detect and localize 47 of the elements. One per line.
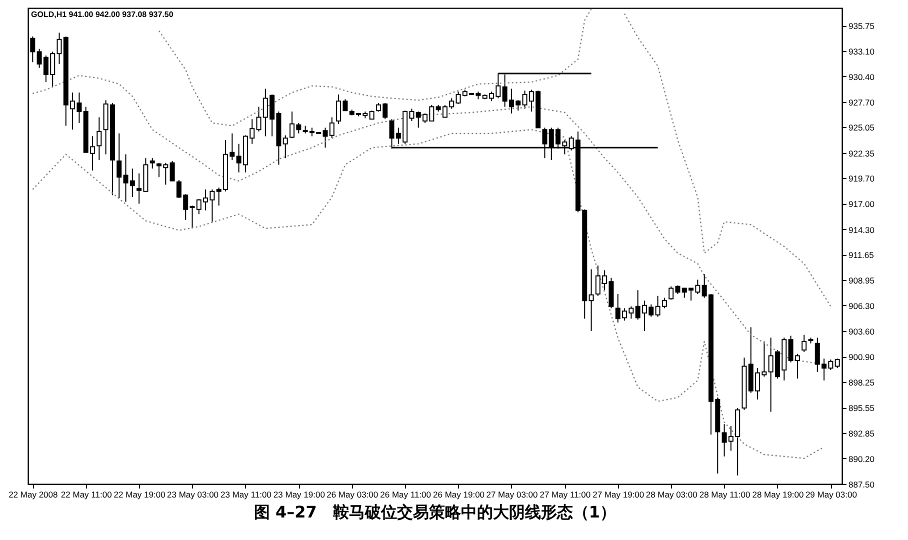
- y-tick-label: 900.90: [848, 352, 875, 362]
- y-tick-label: 903.60: [848, 326, 875, 337]
- y-tick-label: 890.20: [848, 454, 875, 464]
- line-series: [32, 129, 825, 459]
- y-tick-label: 911.65: [848, 250, 874, 260]
- y-tick-label: 927.70: [848, 98, 875, 108]
- y-tick-label: 906.30: [848, 300, 875, 311]
- x-tick-label: 27 May 11:00: [540, 490, 591, 500]
- y-tick-label: 935.75: [848, 21, 875, 32]
- annotation: GOLD,H1 941.00 942.00 937.08 937.50: [31, 10, 174, 19]
- x-tick-label: 23 May 11:00: [220, 490, 272, 500]
- candlestick: [150, 158, 155, 170]
- x-tick-label: 26 May 19:00: [433, 490, 485, 500]
- x-tick-label: 28 May 11:00: [699, 490, 750, 500]
- y-tick-label: 925.05: [848, 122, 875, 133]
- x-tick-label: 23 May 19:00: [273, 490, 326, 500]
- candlestick: [588, 268, 594, 332]
- x-tick-label: 26 May 03:00: [326, 490, 378, 500]
- y-tick-label: 892.85: [848, 428, 875, 439]
- candlestick: [170, 160, 175, 182]
- line-series: [624, 13, 832, 307]
- y-tick-label: 933.10: [848, 46, 875, 56]
- y-tick-label: 930.40: [848, 72, 875, 82]
- y-tick-label: 922.35: [848, 148, 875, 158]
- x-tick-label: 22 May 11:00: [60, 490, 112, 500]
- candlestick: [282, 134, 288, 159]
- candlestick: [30, 36, 36, 63]
- x-tick-label: 27 May 03:00: [486, 490, 538, 500]
- y-tick-label: 917.00: [848, 199, 875, 210]
- candlestick: [802, 334, 807, 352]
- y-tick-label: 919.70: [848, 174, 875, 184]
- candlestick: [116, 132, 122, 199]
- y-tick-label: 895.55: [848, 403, 875, 414]
- x-tick-label: 26 May 11:00: [380, 490, 432, 500]
- x-tick-label: 28 May 19:00: [752, 490, 804, 500]
- x-tick-label: 22 May 19:00: [114, 490, 166, 500]
- x-tick-label: 23 May 03:00: [167, 490, 219, 500]
- text: 图 4–27 鞍马破位交易策略中的大阴线形态（1）: [254, 502, 616, 522]
- x-tick-label: 22 May 2008: [8, 490, 58, 500]
- candlestick: [834, 358, 840, 369]
- x-tick-label: 27 May 19:00: [592, 490, 644, 500]
- x-tick-label: 28 May 03:00: [646, 490, 698, 500]
- y-tick-label: 887.50: [848, 480, 875, 490]
- x-tick-label: 29 May 03:00: [805, 490, 858, 500]
- y-tick-label: 908.95: [848, 276, 875, 286]
- y-tick-label: 898.25: [848, 377, 875, 388]
- y-tick-label: 914.30: [848, 224, 875, 235]
